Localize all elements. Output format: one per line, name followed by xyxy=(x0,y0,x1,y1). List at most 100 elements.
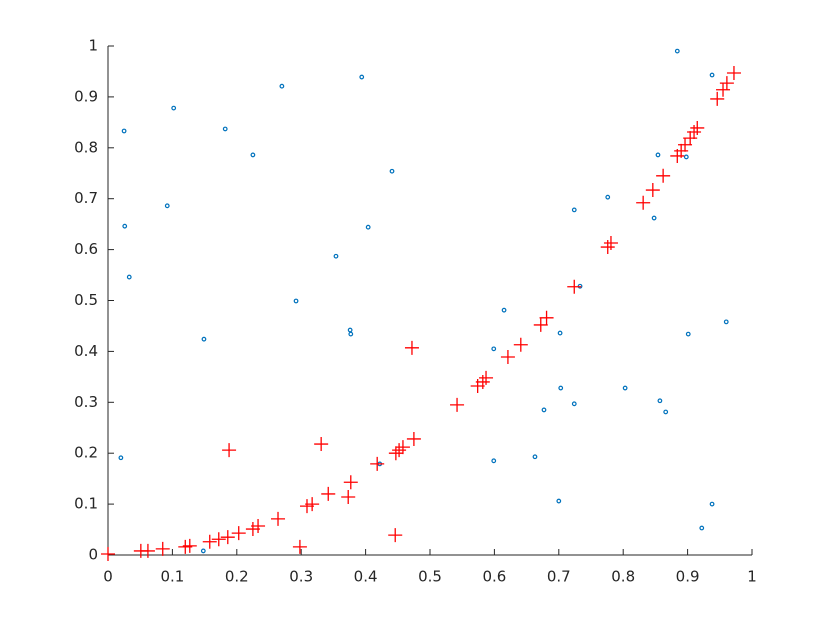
point xyxy=(719,76,734,91)
point xyxy=(251,518,266,533)
point xyxy=(293,298,299,304)
point xyxy=(501,307,507,313)
point xyxy=(200,548,206,554)
point xyxy=(655,152,661,158)
x-tick-label: 0.4 xyxy=(354,568,378,586)
point xyxy=(292,539,307,554)
point xyxy=(571,401,577,407)
point xyxy=(279,83,285,89)
point xyxy=(392,443,407,458)
point xyxy=(250,152,256,158)
point xyxy=(491,458,497,464)
point xyxy=(305,497,320,512)
point xyxy=(406,431,421,446)
point xyxy=(140,543,155,558)
point xyxy=(155,541,170,556)
point xyxy=(222,126,228,132)
y-tick-label: 0 xyxy=(88,546,98,564)
y-tick-label: 0.5 xyxy=(74,291,98,309)
y-tick-label: 0.8 xyxy=(74,138,98,156)
x-tick-label: 0.3 xyxy=(289,568,313,586)
point xyxy=(314,437,329,452)
point xyxy=(348,331,354,337)
point xyxy=(388,446,403,461)
point xyxy=(690,120,705,135)
point xyxy=(716,82,731,97)
point xyxy=(726,65,741,80)
point xyxy=(222,443,237,458)
point xyxy=(220,530,235,545)
point xyxy=(532,454,538,460)
point xyxy=(389,168,395,174)
point xyxy=(674,143,689,158)
point xyxy=(674,48,680,54)
point xyxy=(321,486,336,501)
x-tick-label: 0.1 xyxy=(160,568,184,586)
point xyxy=(533,317,548,332)
point xyxy=(341,489,356,504)
point xyxy=(450,397,465,412)
point xyxy=(541,407,547,413)
y-tick-label: 0.7 xyxy=(74,189,98,207)
point xyxy=(126,274,132,280)
point xyxy=(211,532,226,547)
point xyxy=(683,154,689,160)
point xyxy=(687,125,702,140)
point xyxy=(101,546,115,561)
point xyxy=(571,207,577,213)
point xyxy=(709,501,715,507)
x-tick-label: 0.8 xyxy=(611,568,635,586)
point xyxy=(333,253,339,259)
point xyxy=(710,91,725,106)
point xyxy=(636,195,651,210)
point xyxy=(600,240,615,255)
point xyxy=(202,534,217,549)
x-tick-label: 0.5 xyxy=(418,568,442,586)
x-tick-label: 0.7 xyxy=(547,568,571,586)
point xyxy=(271,511,286,526)
point xyxy=(513,337,528,352)
point xyxy=(558,385,564,391)
point xyxy=(685,331,691,337)
point xyxy=(709,72,715,78)
point xyxy=(365,224,371,230)
point xyxy=(539,310,554,325)
point xyxy=(395,440,410,455)
x-tick-label: 1 xyxy=(747,568,757,586)
y-tick-label: 1 xyxy=(88,37,98,55)
y-tick-label: 0.6 xyxy=(74,240,98,258)
point xyxy=(370,456,385,471)
point xyxy=(121,128,127,134)
point xyxy=(605,194,611,200)
point xyxy=(201,336,207,342)
point xyxy=(622,385,628,391)
y-tick-label: 0.9 xyxy=(74,87,98,105)
point xyxy=(663,409,669,415)
point xyxy=(491,346,497,352)
point xyxy=(359,74,365,80)
point xyxy=(567,279,582,294)
y-tick-label: 0.1 xyxy=(74,495,98,513)
point xyxy=(404,340,419,355)
y-tick-label: 0.4 xyxy=(74,342,98,360)
point xyxy=(122,223,128,229)
point xyxy=(557,330,563,336)
point xyxy=(651,215,657,221)
point xyxy=(182,538,197,553)
point xyxy=(388,528,403,543)
point xyxy=(164,203,170,209)
point xyxy=(603,235,618,250)
point xyxy=(699,525,705,531)
point xyxy=(723,319,729,325)
point xyxy=(645,183,660,198)
point xyxy=(231,526,246,541)
y-tick-label: 0.3 xyxy=(74,393,98,411)
point xyxy=(343,475,358,490)
x-tick-label: 0.6 xyxy=(482,568,506,586)
y-tick-label: 0.2 xyxy=(74,444,98,462)
point xyxy=(347,327,353,333)
x-tick-label: 0.2 xyxy=(225,568,249,586)
point xyxy=(171,105,177,111)
